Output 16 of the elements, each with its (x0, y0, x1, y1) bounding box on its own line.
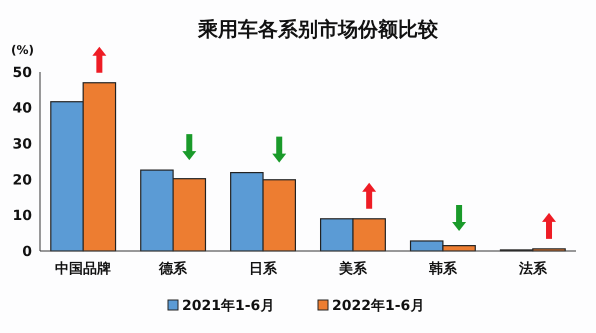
x-tick-label: 美系 (338, 260, 368, 277)
y-tick-label: 20 (12, 172, 32, 188)
y-tick-label: 0 (22, 244, 32, 260)
x-tick-label: 日系 (249, 261, 278, 277)
legend-label: 2022年1-6月 (332, 298, 424, 314)
x-tick-label: 德系 (158, 261, 188, 277)
chart-title: 乘用车各系别市场份额比较 (197, 17, 439, 41)
x-tick-label: 法系 (518, 261, 548, 277)
x-tick-label: 中国品牌 (55, 261, 112, 277)
y-tick-label: 30 (12, 136, 32, 152)
y-axis-title: (%) (11, 43, 34, 57)
y-tick-label: 40 (12, 100, 32, 117)
y-tick-label: 10 (12, 208, 32, 224)
legend-label: 2021年1-6月 (182, 298, 274, 314)
x-tick-label: 韩系 (428, 261, 458, 277)
y-tick-label: 50 (12, 64, 32, 81)
